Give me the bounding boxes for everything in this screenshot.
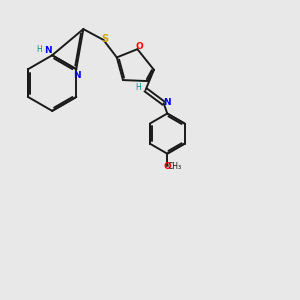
Text: H: H [36,45,42,54]
Text: S: S [101,34,108,44]
Text: H: H [135,83,141,92]
Text: CH₃: CH₃ [168,161,182,170]
Text: N: N [44,46,52,55]
Text: N: N [73,71,81,80]
Text: O: O [164,161,171,170]
Text: N: N [164,98,171,107]
Text: O: O [135,42,143,51]
